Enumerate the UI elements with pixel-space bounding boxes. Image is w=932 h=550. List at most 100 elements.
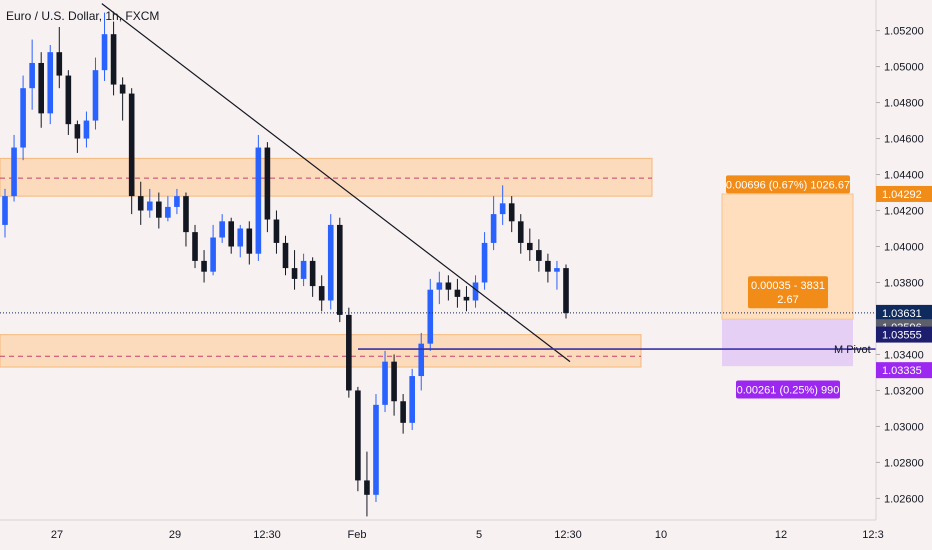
candle-body [20, 88, 26, 148]
time-tick-label: 12:3 [862, 529, 883, 541]
price-tick-label: 1.04000 [884, 242, 924, 254]
time-tick-label: 27 [51, 529, 63, 541]
trendline[interactable] [101, 3, 571, 363]
candle-body [382, 361, 388, 405]
candle-body [373, 404, 379, 495]
candle-body [246, 228, 253, 254]
candle-body [146, 201, 153, 211]
candle-body [219, 221, 225, 238]
candle-body [29, 62, 35, 89]
price-tick-label: 1.02800 [884, 457, 924, 469]
candle-body [2, 196, 8, 225]
candle-body [183, 196, 189, 233]
candle-body [436, 282, 443, 290]
candle-body [101, 34, 108, 71]
candle-body [346, 314, 352, 391]
candle-body [454, 289, 461, 297]
target-label: 0.00696 (0.67%) 1026.67 [726, 179, 850, 191]
target-label-box [726, 175, 850, 194]
candle-body [137, 196, 144, 211]
price-tick-label: 1.03200 [884, 385, 924, 397]
candle-body [355, 390, 361, 481]
candle-body [291, 268, 298, 279]
candle-body [463, 296, 470, 301]
candle-body [165, 206, 171, 218]
candle-body [309, 260, 316, 287]
candle-body [545, 260, 551, 272]
price-tick-label: 1.05000 [884, 62, 924, 74]
candle-body [192, 232, 198, 261]
candle-body [264, 147, 271, 220]
time-tick-label: 29 [169, 529, 181, 541]
time-tick-label: 5 [476, 529, 482, 541]
candle-body [409, 376, 415, 423]
candle-body [499, 203, 506, 215]
price-tick-label: 1.04800 [884, 98, 924, 110]
price-tick-label: 1.03800 [884, 277, 924, 289]
support-zone [0, 334, 642, 368]
price-tag [876, 185, 932, 202]
candle-body [237, 228, 244, 247]
candle-body [300, 260, 307, 279]
candle-body [56, 52, 63, 76]
candle-body [11, 147, 17, 197]
position-info-line1: 0.00035 - 3831 [751, 280, 825, 292]
candle-body [517, 221, 524, 243]
candle-body [128, 93, 135, 197]
candle-body [201, 260, 207, 272]
candle-body [74, 124, 81, 139]
candle-body [472, 282, 479, 301]
candle-body [255, 147, 262, 254]
candle-body [563, 268, 569, 314]
candle-body [490, 214, 497, 243]
price-tag [876, 326, 932, 343]
price-tick-label: 1.02600 [884, 493, 924, 505]
candle-body [527, 242, 533, 251]
resistance-zone [0, 157, 653, 197]
candle-body [418, 343, 425, 377]
position-info-box [748, 276, 828, 309]
candle-body [427, 289, 434, 344]
price-tick-label: 1.04600 [884, 134, 924, 146]
candle-body [536, 250, 542, 261]
price-tag [876, 362, 932, 379]
candle-body [481, 242, 488, 283]
candle-body [228, 221, 235, 247]
price-tag-label: 1.03631 [882, 308, 922, 320]
candle-body [47, 52, 54, 114]
candle-body [83, 120, 90, 139]
candle-body [156, 201, 162, 218]
stop-label: 0.00261 (0.25%) 990 [737, 385, 840, 397]
time-tick-label: 12 [775, 529, 787, 541]
candle-body [445, 282, 452, 290]
candle-body [391, 361, 397, 402]
candle-body [508, 203, 515, 222]
stop-label-box [736, 380, 840, 399]
price-tag [876, 304, 932, 321]
candle-body [282, 242, 289, 269]
price-tick-label: 1.04200 [884, 206, 924, 218]
chart-title: Euro / U.S. Dollar, 1h, FXCM [6, 9, 159, 23]
price-tick-label: 1.04400 [884, 170, 924, 182]
price-tick-label: 1.05200 [884, 26, 924, 38]
price-axis[interactable] [876, 0, 932, 550]
price-tag-label: 1.04292 [882, 189, 922, 201]
candle-body [364, 480, 370, 495]
price-tick-label: 1.03400 [884, 349, 924, 361]
time-tick-label: 12:30 [554, 529, 582, 541]
candle-body [65, 75, 72, 125]
candle-body [273, 219, 280, 243]
price-axis-ticks: 1.05200 1.05000 1.04800 1.04600 1.04400 1.042… [876, 26, 924, 505]
candle-body [327, 224, 334, 301]
time-axis-ticks: 27 29 12:30 Feb 5 12:30 10 12 12:3 [51, 529, 884, 541]
candle-body [210, 237, 216, 272]
candle-body [336, 224, 343, 315]
candle-body [110, 34, 117, 85]
candle-body [400, 401, 406, 423]
candle-body [318, 286, 325, 301]
price-tick-label: 1.03000 [884, 421, 924, 433]
pivot-label: M Pivot [834, 344, 871, 356]
time-tick-label: 10 [655, 529, 667, 541]
